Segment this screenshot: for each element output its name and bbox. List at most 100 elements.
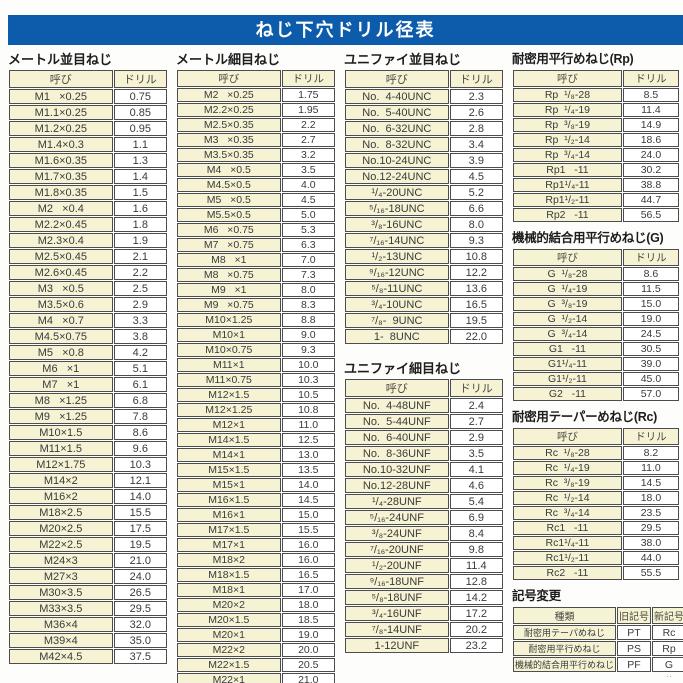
- thread-designation: ¹/₂-13UNC: [345, 249, 449, 264]
- drill-value: 6.1: [113, 377, 167, 392]
- table-row: M27×3 24.0: [9, 569, 167, 584]
- page-title: ねじ下穴ドリル径表: [8, 15, 683, 45]
- table-row: ³/₈-24UNF 8.4: [345, 526, 503, 541]
- section-title-unified-fine: ユニファイ細目ねじ: [344, 361, 462, 376]
- thread-designation: M14×2: [9, 473, 113, 488]
- thread-designation: M6 ×0.75: [177, 223, 281, 237]
- drill-value: 3.3: [113, 313, 167, 328]
- thread-designation: ³/₈-16UNC: [345, 217, 449, 232]
- thread-designation: M15×1: [177, 478, 281, 492]
- drill-value: 0.95: [113, 121, 167, 136]
- drill-value: 5.4: [449, 494, 503, 509]
- drill-value: 16.5: [449, 297, 503, 312]
- thread-designation: M8 ×1: [177, 253, 281, 267]
- table-row: Rp1¹/₂-11 44.7: [513, 193, 679, 207]
- drill-value: 21.0: [281, 673, 335, 683]
- drill-value: 4.6: [449, 478, 503, 493]
- table-row: ⁵/₈-18UNF 14.2: [345, 590, 503, 605]
- drill-value: 38.8: [622, 178, 679, 192]
- thread-designation: M16×2: [9, 489, 113, 504]
- table-row: M11×1.5 9.6: [9, 441, 167, 456]
- table-row: No. 8-36UNF 3.5: [345, 446, 503, 461]
- drill-value: 0.75: [113, 89, 167, 104]
- table-row: Rp1 -11 30.2: [513, 163, 679, 177]
- thread-designation: G1¹/₂-11: [513, 372, 622, 386]
- drill-value: 39.0: [622, 357, 679, 371]
- table-row: ⁷/₁₆-20UNF 9.8: [345, 542, 503, 557]
- table-row: ⁷/₈- 9UNC 19.5: [345, 313, 503, 328]
- drill-value: 45.0: [622, 372, 679, 386]
- table-row: Rc2 -11 55.5: [513, 566, 679, 580]
- table-row: M7 ×1 6.1: [9, 377, 167, 392]
- drill-value: 1.5: [113, 185, 167, 200]
- drill-value: 8.6: [113, 425, 167, 440]
- thread-designation: M22×1.5: [177, 658, 281, 672]
- table-row: M16×2 14.0: [9, 489, 167, 504]
- thread-designation: M20×2.5: [9, 521, 113, 536]
- table-row: M14×1.5 12.5: [177, 433, 335, 447]
- thread-designation: ³/₄-16UNF: [345, 606, 449, 621]
- section-title-unified-coarse: ユニファイ並目ねじ: [344, 52, 462, 67]
- drill-value: 1.6: [113, 201, 167, 216]
- drill-value: 9.3: [281, 343, 335, 357]
- thread-designation: Rc ¹/₄-19: [513, 461, 622, 475]
- section-title-rp-parallel: 耐密用平行めねじ(Rp): [512, 52, 634, 66]
- table-row: M17×1 16.0: [177, 538, 335, 552]
- table-row: M2.5×0.45 2.1: [9, 249, 167, 264]
- drill-value: 2.9: [113, 297, 167, 312]
- table-row: M20×2.5 17.5: [9, 521, 167, 536]
- thread-designation: M11×1.5: [9, 441, 113, 456]
- drill-value: 5.0: [281, 208, 335, 222]
- drill-value: 6.6: [449, 201, 503, 216]
- column-header: 呼び: [345, 70, 449, 88]
- thread-designation: Rp1 -11: [513, 163, 622, 177]
- table-row: M39×4 35.0: [9, 633, 167, 648]
- drill-value: 1.8: [113, 217, 167, 232]
- unified-fine-table: 呼び ドリル No. 4-48UNF 2.4 No. 5-44UNF 2.7 No. 6-4…: [344, 378, 504, 654]
- drill-value: 8.0: [449, 217, 503, 232]
- thread-designation: ⁷/₈-14UNF: [345, 622, 449, 637]
- drill-value: 3.2: [281, 148, 335, 162]
- table-row: M12×1.25 10.8: [177, 403, 335, 417]
- thread-designation: Rp2 -11: [513, 208, 622, 222]
- header-row: 呼び ドリル: [513, 70, 679, 87]
- drill-value: 15.0: [281, 508, 335, 522]
- drill-value: PS: [617, 641, 652, 656]
- drill-value: 2.3: [449, 89, 503, 104]
- table-row: M2.2×0.25 1.95: [177, 103, 335, 117]
- drill-value: 12.8: [449, 574, 503, 589]
- thread-designation: M3.5×0.35: [177, 148, 281, 162]
- section-title-symbol-change: 記号変更: [512, 589, 561, 603]
- drill-value: 23.2: [449, 638, 503, 653]
- table-row: M10×1.25 8.8: [177, 313, 335, 327]
- drill-value: 32.0: [113, 617, 167, 632]
- table-row: No.10-24UNC 3.9: [345, 153, 503, 168]
- thread-designation: G ¹/₈-28: [513, 267, 622, 281]
- thread-designation: M18×2: [177, 553, 281, 567]
- table-row: No. 5-40UNC 2.6: [345, 105, 503, 120]
- drill-value: 14.5: [622, 476, 679, 490]
- drill-value: 13.6: [449, 281, 503, 296]
- drill-value: 8.2: [622, 446, 679, 460]
- thread-designation: M16×1: [177, 508, 281, 522]
- symbol-change-table: 種類 旧記号 新記号 耐密用テーパめねじ PT Rc 耐密用平行めねじ PS Rp 機械的結合用平…: [512, 606, 683, 673]
- drill-value: 44.0: [622, 551, 679, 565]
- section-rc-taper: 耐密用テーパーめねじ(Rc) 呼び ドリル Rc ¹/₈-28 8.2 Rc ¹/₄-1…: [512, 410, 680, 581]
- table-row: Rc1¹/₄-11 38.0: [513, 536, 679, 550]
- drill-value: 3.4: [449, 137, 503, 152]
- drill-value: 1.4: [113, 169, 167, 184]
- table-row: M20×1 19.0: [177, 628, 335, 642]
- drill-value: 3.9: [449, 153, 503, 168]
- column-header: 新記号: [652, 607, 683, 624]
- thread-designation: M30×3.5: [9, 585, 113, 600]
- thread-designation: M3.5×0.6: [9, 297, 113, 312]
- thread-designation: M18×1: [177, 583, 281, 597]
- thread-designation: Rc ³/₄-14: [513, 506, 622, 520]
- table-row: M1.8×0.35 1.5: [9, 185, 167, 200]
- drill-value: 1.75: [281, 88, 335, 102]
- drill-value: 14.9: [622, 118, 679, 132]
- thread-designation: M9 ×1.25: [9, 409, 113, 424]
- thread-designation: G1¹/₄-11: [513, 357, 622, 371]
- drill-value: 18.5: [281, 613, 335, 627]
- drill-value: Rp: [652, 641, 683, 656]
